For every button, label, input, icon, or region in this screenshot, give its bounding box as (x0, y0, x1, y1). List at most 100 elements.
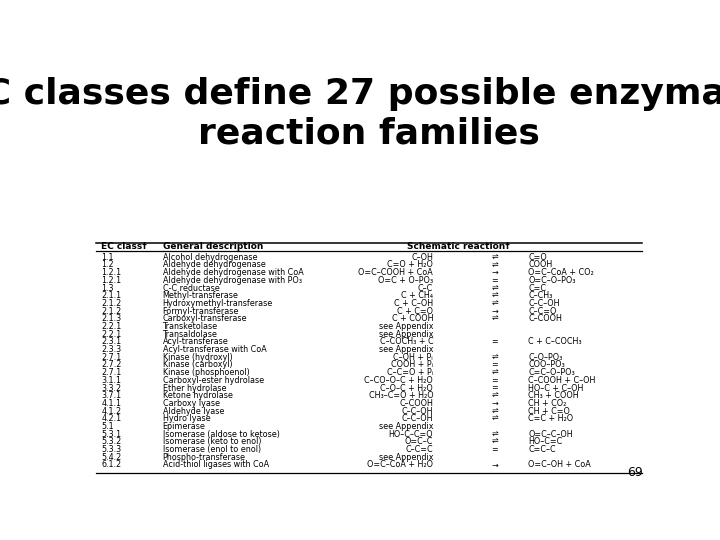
Text: 2.2.1: 2.2.1 (101, 322, 122, 331)
Text: Aldehyde dehydrogenase with CoA: Aldehyde dehydrogenase with CoA (163, 268, 303, 277)
Text: ⇌: ⇌ (491, 437, 498, 447)
Text: →: → (491, 307, 498, 315)
Text: Kinase (carboxyl): Kinase (carboxyl) (163, 360, 232, 369)
Text: 3.1.1: 3.1.1 (101, 376, 121, 385)
Text: Kinase (phosphoenol): Kinase (phosphoenol) (163, 368, 249, 377)
Text: C–COCH₃ + C: C–COCH₃ + C (379, 338, 433, 346)
Text: 2.1.1: 2.1.1 (101, 291, 121, 300)
Text: CH₃ + COOH: CH₃ + COOH (528, 391, 579, 400)
Text: see Appendix: see Appendix (379, 322, 433, 331)
Text: Aldehyde dehydrogenase with PO₃: Aldehyde dehydrogenase with PO₃ (163, 276, 302, 285)
Text: ⇌: ⇌ (491, 291, 498, 300)
Text: 2.7.1: 2.7.1 (101, 353, 122, 362)
Text: C–C=C: C–C=C (405, 445, 433, 454)
Text: 3.3.2: 3.3.2 (101, 383, 121, 393)
Text: C-C reductase: C-C reductase (163, 284, 220, 293)
Text: Isomerase (enol to enol): Isomerase (enol to enol) (163, 445, 261, 454)
Text: see Appendix: see Appendix (379, 422, 433, 431)
Text: O=C–C–OH: O=C–C–OH (528, 430, 572, 438)
Text: C–OH: C–OH (411, 253, 433, 262)
Text: Alcohol dehydrogenase: Alcohol dehydrogenase (163, 253, 257, 262)
Text: 5.3.3: 5.3.3 (101, 445, 121, 454)
Text: O=C + O–PO₃: O=C + O–PO₃ (378, 276, 433, 285)
Text: COOH: COOH (528, 260, 552, 269)
Text: =: = (491, 376, 498, 385)
Text: COO–PO₃: COO–PO₃ (528, 360, 564, 369)
Text: C–CH₃: C–CH₃ (528, 291, 552, 300)
Text: O=C–CoA + CO₂: O=C–CoA + CO₂ (528, 268, 594, 277)
Text: =: = (491, 383, 498, 393)
Text: Phospho-transferase: Phospho-transferase (163, 453, 246, 462)
Text: C + C–COCH₃: C + C–COCH₃ (528, 338, 582, 346)
Text: 2.1.2: 2.1.2 (101, 307, 122, 315)
Text: Carboxy lyase: Carboxy lyase (163, 399, 220, 408)
Text: ⇌: ⇌ (491, 253, 498, 262)
Text: 5.3.1: 5.3.1 (101, 430, 121, 438)
Text: 4.2.1: 4.2.1 (101, 414, 121, 423)
Text: C–CO–O–C + H₂O: C–CO–O–C + H₂O (364, 376, 433, 385)
Text: Ketone hydrolase: Ketone hydrolase (163, 391, 233, 400)
Text: HO–C–C=O: HO–C–C=O (389, 430, 433, 438)
Text: O=C–O–PO₃: O=C–O–PO₃ (528, 276, 575, 285)
Text: ⇌: ⇌ (491, 284, 498, 293)
Text: C–O–C + H₂O: C–O–C + H₂O (380, 383, 433, 393)
Text: 2.1.3: 2.1.3 (101, 314, 121, 323)
Text: HO–C + C–OH: HO–C + C–OH (528, 383, 583, 393)
Text: C–COOH + C–OH: C–COOH + C–OH (528, 376, 595, 385)
Text: Carboxyl-transferase: Carboxyl-transferase (163, 314, 247, 323)
Text: ⇌: ⇌ (491, 353, 498, 362)
Text: Aldehyde dehydrogenase: Aldehyde dehydrogenase (163, 260, 265, 269)
Text: ⇌: ⇌ (491, 430, 498, 438)
Text: O=C–C: O=C–C (405, 437, 433, 447)
Text: C=C–C: C=C–C (528, 445, 556, 454)
Text: Isomerase (aldose to ketose): Isomerase (aldose to ketose) (163, 430, 279, 438)
Text: C–OH + Pᵢ: C–OH + Pᵢ (393, 353, 433, 362)
Text: Kinase (hydroxyl): Kinase (hydroxyl) (163, 353, 233, 362)
Text: C + CH₄: C + CH₄ (401, 291, 433, 300)
Text: ⇌: ⇌ (491, 407, 498, 416)
Text: 2.7.2: 2.7.2 (101, 360, 122, 369)
Text: 5.1: 5.1 (101, 422, 114, 431)
Text: EC classes define 27 possible enzymatic
reaction families: EC classes define 27 possible enzymatic … (0, 77, 720, 151)
Text: Acyl-transferase: Acyl-transferase (163, 338, 228, 346)
Text: Epimerase: Epimerase (163, 422, 205, 431)
Text: CH + CO₂: CH + CO₂ (528, 399, 567, 408)
Text: C–COOH: C–COOH (400, 399, 433, 408)
Text: =: = (491, 276, 498, 285)
Text: C–COOH: C–COOH (528, 314, 562, 323)
Text: 4.1.1: 4.1.1 (101, 399, 121, 408)
Text: 2.3.1: 2.3.1 (101, 338, 121, 346)
Text: C=C + H₂O: C=C + H₂O (528, 414, 573, 423)
Text: =: = (491, 360, 498, 369)
Text: 1.3: 1.3 (101, 284, 114, 293)
Text: ⇌: ⇌ (491, 299, 498, 308)
Text: C + C=O: C + C=O (397, 307, 433, 315)
Text: O=C–COOH + CoA: O=C–COOH + CoA (359, 268, 433, 277)
Text: Aldehyde lyase: Aldehyde lyase (163, 407, 224, 416)
Text: 2.2.1: 2.2.1 (101, 329, 122, 339)
Text: 5.4.2: 5.4.2 (101, 453, 122, 462)
Text: C + C–OH: C + C–OH (394, 299, 433, 308)
Text: 2.7.1: 2.7.1 (101, 368, 122, 377)
Text: 4.1.2: 4.1.2 (101, 407, 121, 416)
Text: C–C=O + Pᵢ: C–C=O + Pᵢ (387, 368, 433, 377)
Text: 1.2.1: 1.2.1 (101, 268, 121, 277)
Text: General description: General description (163, 242, 263, 252)
Text: ⇌: ⇌ (491, 391, 498, 400)
Text: Hydro lyase: Hydro lyase (163, 414, 210, 423)
Text: →: → (491, 461, 498, 469)
Text: 1.2: 1.2 (101, 260, 114, 269)
Text: 5.3.2: 5.3.2 (101, 437, 122, 447)
Text: 2.3.3: 2.3.3 (101, 345, 121, 354)
Text: 1.1: 1.1 (101, 253, 114, 262)
Text: →: → (491, 399, 498, 408)
Text: C=C–O–PO₃: C=C–O–PO₃ (528, 368, 575, 377)
Text: 3.7.1: 3.7.1 (101, 391, 121, 400)
Text: HO–C=C: HO–C=C (528, 437, 562, 447)
Text: see Appendix: see Appendix (379, 329, 433, 339)
Text: CH₃–C=O + H₂O: CH₃–C=O + H₂O (369, 391, 433, 400)
Text: see Appendix: see Appendix (379, 345, 433, 354)
Text: ⇌: ⇌ (491, 260, 498, 269)
Text: C–C–OH: C–C–OH (402, 414, 433, 423)
Text: Isomerase (keto to enol): Isomerase (keto to enol) (163, 437, 261, 447)
